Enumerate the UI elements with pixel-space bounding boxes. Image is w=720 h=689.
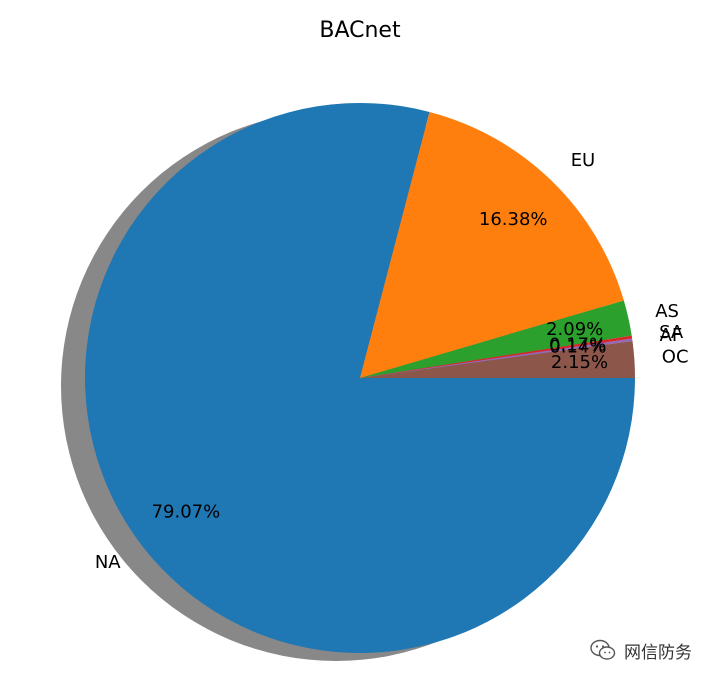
- pie-slices: [85, 102, 636, 653]
- pie-slice-af: [360, 338, 633, 378]
- category-label-as: AS: [655, 301, 679, 322]
- pie-slice-eu: [360, 111, 624, 378]
- pie-slice-as: [360, 300, 632, 378]
- percent-label-na: 79.07%: [152, 502, 221, 523]
- percent-label-af: 0.14%: [549, 336, 606, 357]
- percent-label-oc: 2.15%: [551, 352, 608, 373]
- percent-label-as: 2.09%: [546, 319, 603, 340]
- pie-slice-na: [85, 102, 636, 653]
- category-label-eu: EU: [571, 150, 596, 171]
- watermark-text: 网信防务: [624, 642, 692, 663]
- chart-title: BACnet: [319, 18, 401, 43]
- pie-slice-oc: [360, 340, 635, 378]
- category-label-na: NA: [95, 552, 121, 573]
- wechat-chat-icon: [590, 639, 616, 660]
- category-label-oc: OC: [662, 347, 689, 368]
- pie-slice-sa: [360, 335, 633, 378]
- percent-label-eu: 16.38%: [479, 209, 548, 230]
- percent-label-sa: 0.17%: [549, 334, 606, 355]
- category-label-sa: SA: [659, 322, 684, 343]
- category-label-af: AF: [660, 325, 683, 346]
- watermark: 网信防务: [590, 636, 692, 664]
- pie-labels: NA 79.07% EU 16.38% AS 2.09% SA 0.17% AF 0.14% OC 2…: [95, 150, 689, 573]
